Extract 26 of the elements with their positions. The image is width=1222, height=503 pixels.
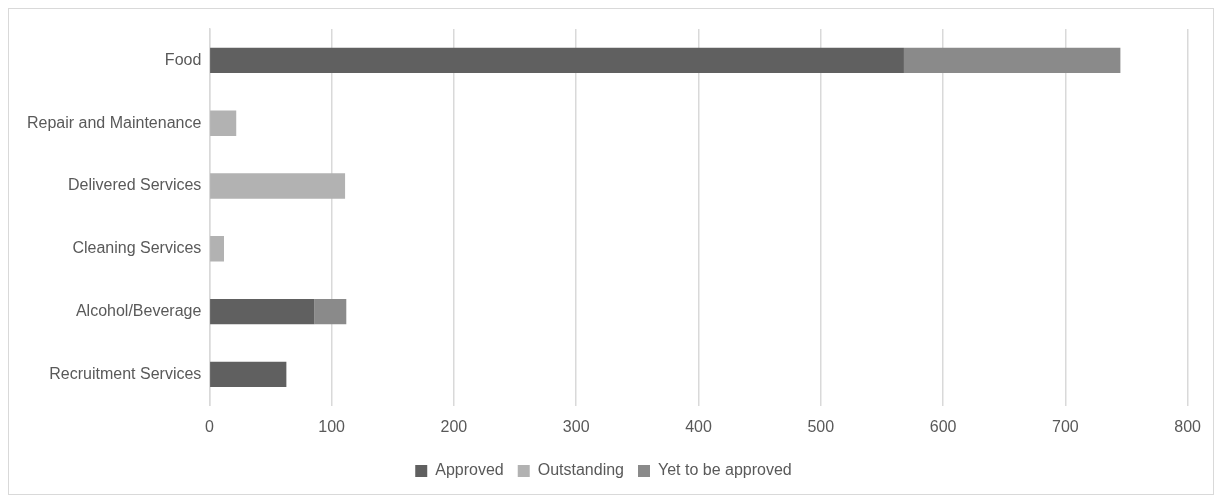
bar — [210, 173, 346, 199]
x-tick-label: 700 — [1052, 417, 1079, 435]
x-tick-label: 300 — [562, 417, 590, 435]
y-tick-label: Cleaning Services — [72, 239, 202, 257]
x-tick-label: 100 — [318, 417, 346, 435]
bar — [210, 236, 225, 262]
bar — [210, 110, 237, 136]
y-tick-label: Alcohol/Beverage — [75, 302, 202, 320]
y-tick-label: Repair and Maintenance — [26, 113, 202, 131]
y-tick-label: Food — [164, 50, 202, 68]
bar — [210, 47, 904, 74]
y-tick-label: Recruitment Services — [49, 364, 202, 382]
bar — [210, 361, 287, 388]
legend-label: Approved — [435, 461, 504, 479]
x-tick-label: 400 — [685, 417, 712, 435]
x-tick-label: 500 — [807, 417, 835, 435]
bar — [314, 298, 347, 325]
x-tick-label: 0 — [204, 417, 214, 435]
y-tick-label: Delivered Services — [67, 176, 202, 194]
bar — [210, 298, 315, 325]
bar — [903, 47, 1121, 74]
x-tick-label: 200 — [440, 417, 468, 435]
x-tick-label: 800 — [1174, 417, 1202, 435]
legend-label: Yet to be approved — [658, 461, 792, 479]
x-tick-label: 600 — [929, 417, 957, 435]
legend-label: Outstanding — [537, 461, 625, 479]
